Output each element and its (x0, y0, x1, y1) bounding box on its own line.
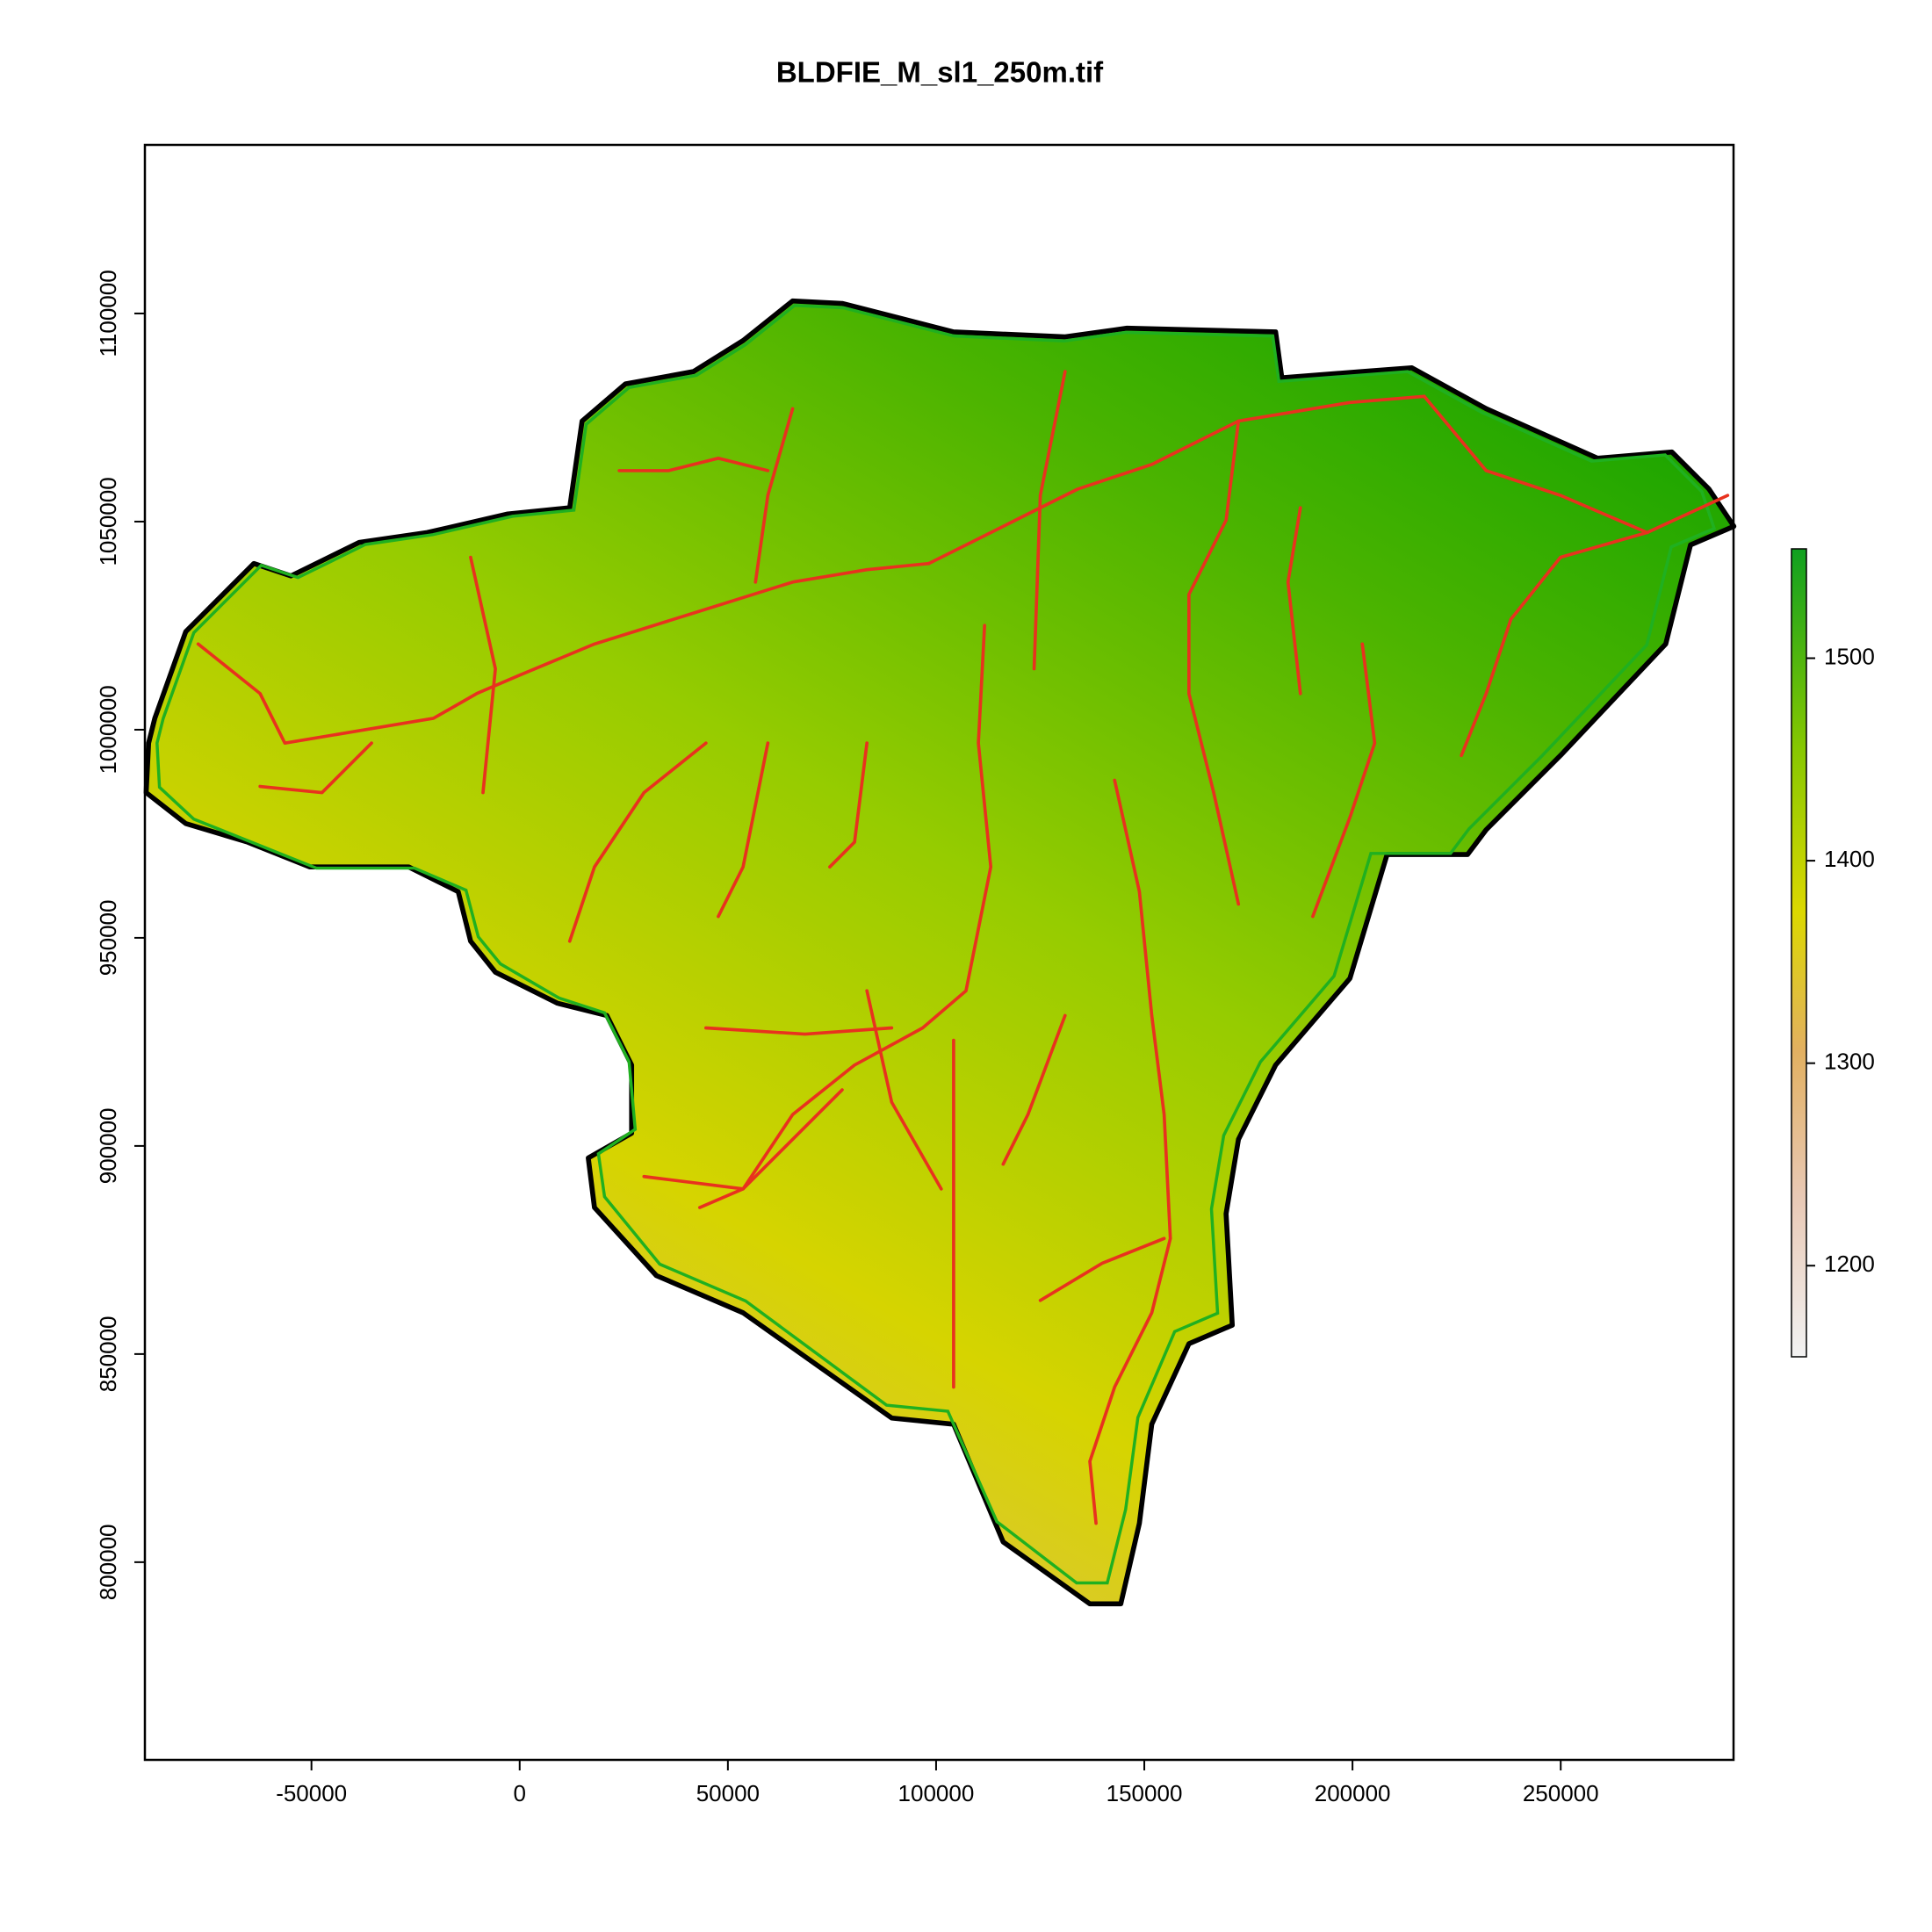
river (1460, 530, 1649, 758)
y-tick-label: 1050000 (95, 477, 121, 566)
y-tick-label: 800000 (95, 1524, 121, 1600)
river (865, 989, 943, 1191)
rivers (196, 370, 1730, 1525)
river (617, 456, 770, 472)
river (1286, 506, 1302, 696)
legend-tick-label: 1500 (1824, 643, 1875, 669)
y-tick-label: 1100000 (95, 270, 121, 357)
legend-tick-label: 1400 (1824, 846, 1875, 872)
x-tick-label: -50000 (276, 1780, 347, 1806)
basin (143, 298, 1737, 1607)
basin-map (143, 298, 1737, 1607)
colorbar (1791, 548, 1807, 1358)
x-tick-label: 50000 (696, 1780, 760, 1806)
x-tick-label: 200000 (1315, 1780, 1391, 1806)
river (258, 741, 373, 795)
river (1187, 419, 1241, 906)
x-tick-label: 0 (514, 1780, 526, 1806)
y-tick-label: 850000 (95, 1316, 121, 1392)
chart-title: BLDFIE_M_sl1_250m.tif (776, 56, 1104, 89)
y-tick-label: 950000 (95, 900, 121, 977)
river (828, 741, 869, 869)
river (926, 394, 1426, 566)
y-tick-label: 900000 (95, 1108, 121, 1185)
river (704, 1026, 894, 1036)
river (1311, 642, 1377, 919)
river (717, 741, 770, 919)
y-tick-label: 1000000 (95, 685, 121, 774)
plot-frame (143, 143, 1735, 1762)
x-tick-label: 150000 (1107, 1780, 1183, 1806)
x-tick-label: 250000 (1523, 1780, 1599, 1806)
river (469, 555, 497, 795)
basin-edge (155, 303, 1717, 1585)
legend-tick-label: 1200 (1824, 1251, 1875, 1277)
river (642, 1088, 844, 1191)
river (196, 561, 931, 745)
river (1001, 1013, 1067, 1166)
river (1088, 778, 1172, 1525)
legend-tick-label: 1300 (1824, 1049, 1875, 1075)
river (1032, 370, 1067, 671)
river (1038, 1236, 1166, 1302)
river (697, 624, 993, 1209)
river (567, 741, 708, 943)
river (753, 407, 795, 584)
x-tick-label: 100000 (898, 1780, 975, 1806)
river (1422, 394, 1730, 535)
